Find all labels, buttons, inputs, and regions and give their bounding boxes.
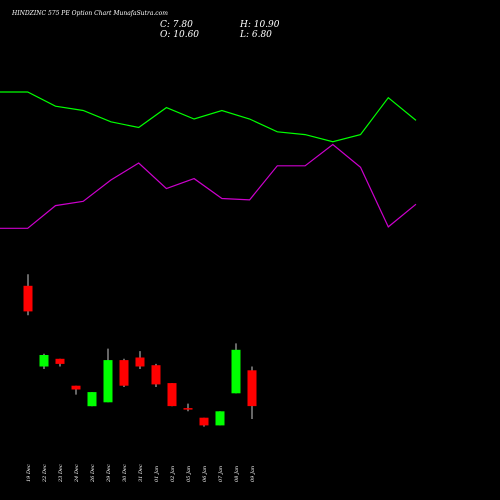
candle-body — [103, 360, 113, 403]
candle-body — [119, 360, 129, 386]
date-label: 06 Jan — [202, 466, 208, 482]
date-label: 05 Jan — [186, 466, 192, 482]
date-label: 29 Dec — [106, 464, 112, 483]
date-label: 07 Jan — [218, 466, 224, 482]
date-label: 01 Jan — [154, 466, 160, 482]
indicator-lines — [0, 91, 417, 229]
close-value: C: 7.80 — [160, 20, 193, 30]
date-label: 08 Jan — [234, 466, 240, 482]
candle-body — [247, 370, 257, 407]
open-value: O: 10.60 — [160, 30, 199, 40]
candle-body — [71, 385, 81, 390]
candle-body — [215, 411, 225, 426]
candle-body — [87, 392, 97, 407]
magenta-indicator-line — [0, 143, 417, 229]
date-label: 19 Dec — [26, 464, 32, 482]
candle-body — [23, 285, 33, 312]
date-label: 30 Dec — [122, 464, 128, 482]
candle-body — [199, 417, 209, 426]
chart-title: HINDZINC 575 PE Option Chart MunafaSutra… — [11, 10, 168, 17]
date-label: 24 Dec — [74, 464, 80, 483]
date-label: 26 Dec — [90, 464, 96, 483]
date-label: 31 Dec — [138, 464, 144, 482]
candle-body — [39, 355, 49, 367]
candle-body — [231, 349, 241, 394]
candle-body — [183, 408, 193, 410]
candles-group — [23, 274, 257, 427]
date-label: 02 Jan — [170, 466, 176, 482]
date-label: 09 Jan — [250, 466, 256, 482]
high-value: H: 10.90 — [239, 20, 280, 30]
date-label: 23 Dec — [58, 464, 64, 483]
candle-body — [55, 358, 65, 364]
candle-body — [151, 365, 161, 385]
date-labels: 19 Dec 22 Dec 23 Dec 24 Dec 26 Dec 29 Dec 30 D… — [26, 464, 256, 483]
green-indicator-line — [0, 91, 417, 143]
candle-body — [167, 383, 177, 407]
candle-body — [135, 357, 145, 367]
date-label: 22 Dec — [42, 464, 48, 483]
low-value: L: 6.80 — [239, 30, 272, 40]
